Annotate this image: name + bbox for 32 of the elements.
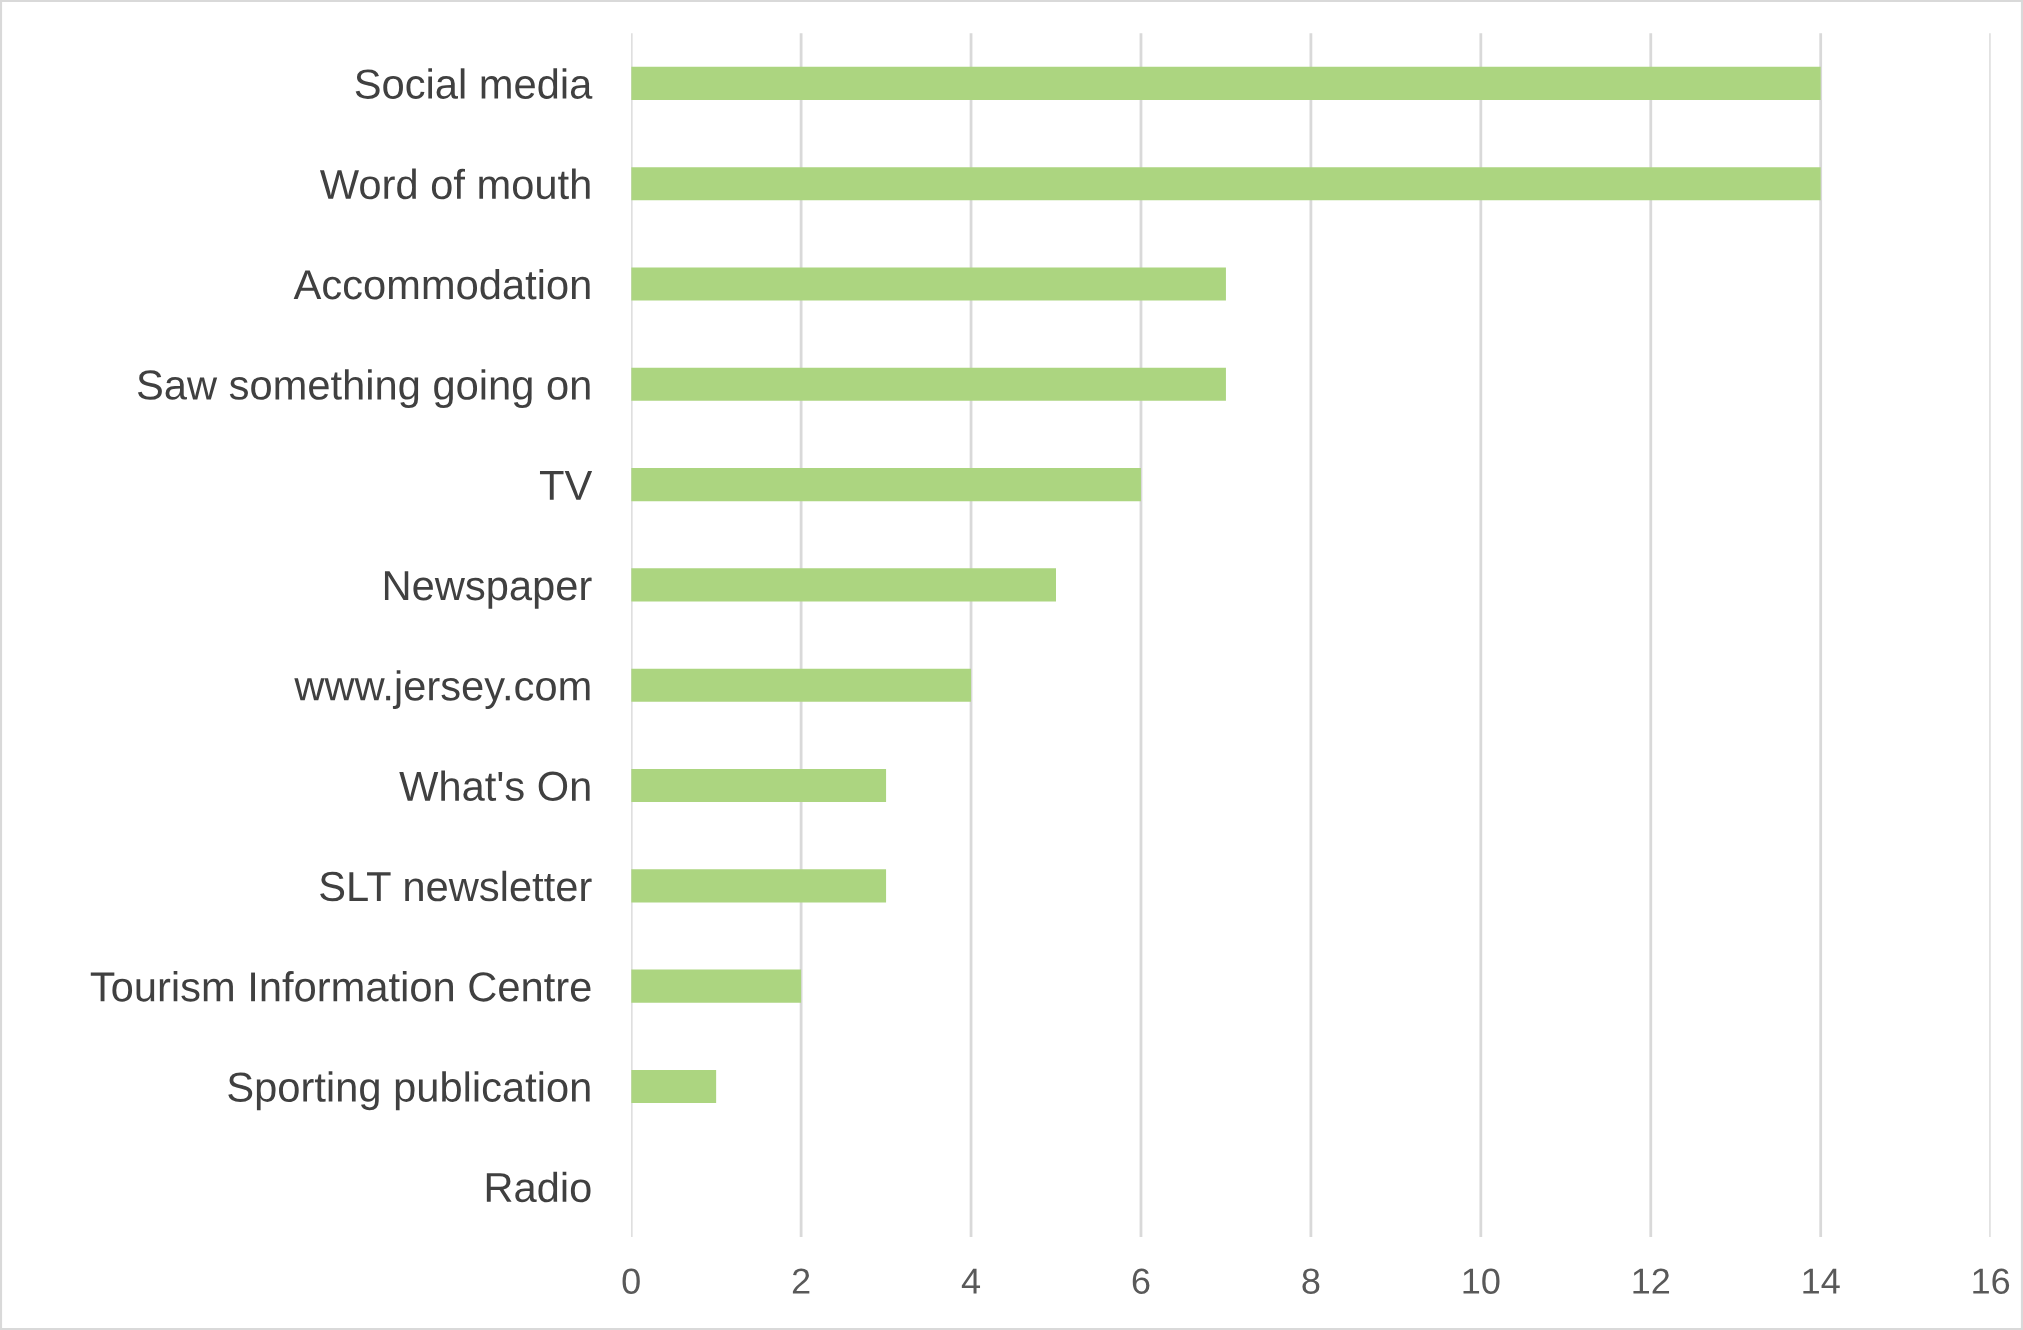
bar [631,768,887,803]
y-tick-label: Tourism Information Centre [90,971,591,1002]
bar [631,267,1226,301]
bar [631,668,972,702]
y-tick-label: What's On [399,770,590,802]
y-tick-label: SLT newsletter [320,870,592,902]
bar [631,969,802,1003]
y-tick-label: Accommodation [293,268,590,300]
x-tick-label: 4 [961,1268,981,1294]
y-tick-label: Social media [355,68,593,99]
x-tick-label: 12 [1633,1268,1670,1294]
x-tick-label: 2 [792,1268,810,1294]
y-tick-label: www.jersey.com [294,670,590,709]
bar [631,66,1821,100]
x-tick-label: 0 [622,1268,640,1294]
bar [631,1069,717,1103]
bar [631,167,1821,201]
y-tick-label: Sporting publication [228,1071,590,1111]
bar [631,367,1226,401]
y-tick-label: TV [539,471,593,500]
x-tick-label: 10 [1463,1268,1500,1294]
bar [631,468,1141,502]
x-tick-label: 6 [1132,1268,1150,1294]
y-tick-label: Word of mouth [319,168,590,200]
y-tick-label: Radio [486,1171,591,1203]
bar [631,568,1057,602]
x-tick-label: 16 [1973,1268,2010,1294]
x-tick-label: 14 [1803,1268,1840,1294]
y-tick-label: Newspaper [384,571,592,609]
x-tick-label: 8 [1302,1268,1320,1294]
bar [631,869,887,903]
y-tick-label: Saw something going on [137,369,590,409]
